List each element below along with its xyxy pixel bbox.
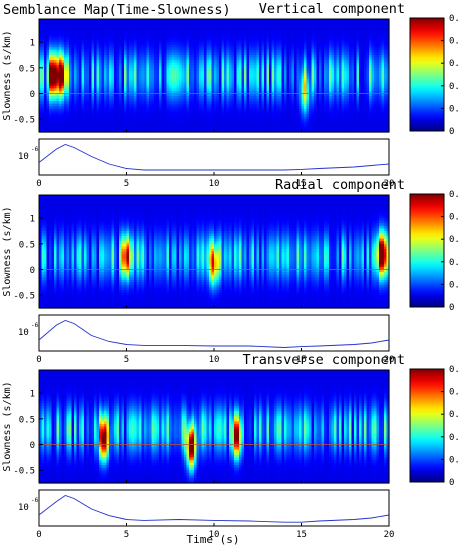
x-tick-label: 20 xyxy=(384,530,395,540)
semblance-heatmap xyxy=(39,195,390,309)
colorbar-tick-label: 0.5 xyxy=(449,365,458,375)
colorbar-tick-label: 0.4 xyxy=(449,388,458,398)
y-tick-label: 0 xyxy=(30,266,35,276)
colorbar-tick-label: 0.5 xyxy=(449,14,458,24)
y-tick-label: 1 xyxy=(30,39,35,49)
panel-title: Radial component xyxy=(275,177,405,193)
trace-scale-label: 10 xyxy=(18,328,29,338)
colorbar-tick-label: 0.4 xyxy=(449,37,458,47)
colorbar-tick-label: 0.1 xyxy=(449,104,458,114)
colorbar-tick-label: 0.2 xyxy=(449,82,458,92)
y-axis-label: Slowness (s/km) xyxy=(2,30,13,120)
colorbar-tick-label: 0 xyxy=(449,127,454,137)
y-tick-label: -0.5 xyxy=(13,467,35,477)
colorbar xyxy=(410,194,444,307)
colorbar xyxy=(410,18,444,131)
trace-scale-exponent: -6 xyxy=(31,497,39,504)
y-tick-label: 0.5 xyxy=(19,240,35,250)
colorbar-tick-label: 0.2 xyxy=(449,258,458,268)
y-axis-label: Slowness (s/km) xyxy=(2,381,13,471)
colorbar-tick-label: 0.3 xyxy=(449,235,458,245)
trace-scale-exponent: -6 xyxy=(31,322,39,329)
y-tick-label: -0.5 xyxy=(13,292,35,302)
colorbar-tick-label: 0 xyxy=(449,478,454,488)
panel-transverse: -0.5 0 0.5 1 Slowness (s/km) Transverse compo… xyxy=(2,352,458,540)
colorbar-tick-label: 0 xyxy=(449,303,454,313)
y-tick-label: 0.5 xyxy=(19,415,35,425)
y-tick-label: 0.5 xyxy=(19,64,35,74)
panel-title: Transverse component xyxy=(242,352,405,368)
trace-scale-label: 10 xyxy=(18,152,29,162)
x-tick-label: 15 xyxy=(296,530,307,540)
x-tick-label: 0 xyxy=(36,530,41,540)
colorbar-tick-label: 0.3 xyxy=(449,410,458,420)
semblance-heatmap xyxy=(39,19,390,133)
x-tick-label: 5 xyxy=(124,179,129,189)
colorbar xyxy=(410,369,444,482)
x-tick-label: 0 xyxy=(36,179,41,189)
trace-scale-label: 10 xyxy=(18,503,29,513)
semblance-heatmap xyxy=(39,370,390,484)
x-tick-label: 0 xyxy=(36,355,41,365)
panel-vertical: -0.5 0 0.5 1 Slowness (s/km) Vertical compone… xyxy=(2,1,458,189)
trace-scale-exponent: -6 xyxy=(31,146,39,153)
y-tick-label: -0.5 xyxy=(13,116,35,126)
y-tick-label: 0 xyxy=(30,90,35,100)
colorbar-tick-label: 0.4 xyxy=(449,213,458,223)
y-tick-label: 0 xyxy=(30,441,35,451)
y-tick-label: 1 xyxy=(30,390,35,400)
figure-title: Semblance Map(Time-Slowness) xyxy=(3,2,231,18)
colorbar-tick-label: 0.1 xyxy=(449,280,458,290)
x-tick-label: 5 xyxy=(124,355,129,365)
colorbar-tick-label: 0.5 xyxy=(449,190,458,200)
panel-title: Vertical component xyxy=(259,1,405,17)
x-tick-label: 10 xyxy=(209,530,220,540)
y-axis-label: Slowness (s/km) xyxy=(2,206,13,296)
y-tick-label: 1 xyxy=(30,215,35,225)
colorbar-tick-label: 0.3 xyxy=(449,59,458,69)
x-tick-label: 5 xyxy=(124,530,129,540)
colorbar-tick-label: 0.1 xyxy=(449,455,458,465)
colorbar-tick-label: 0.2 xyxy=(449,433,458,443)
panel-radial: -0.5 0 0.5 1 Slowness (s/km) Radial component… xyxy=(2,177,458,365)
x-tick-label: 10 xyxy=(209,355,220,365)
x-tick-label: 10 xyxy=(209,179,220,189)
